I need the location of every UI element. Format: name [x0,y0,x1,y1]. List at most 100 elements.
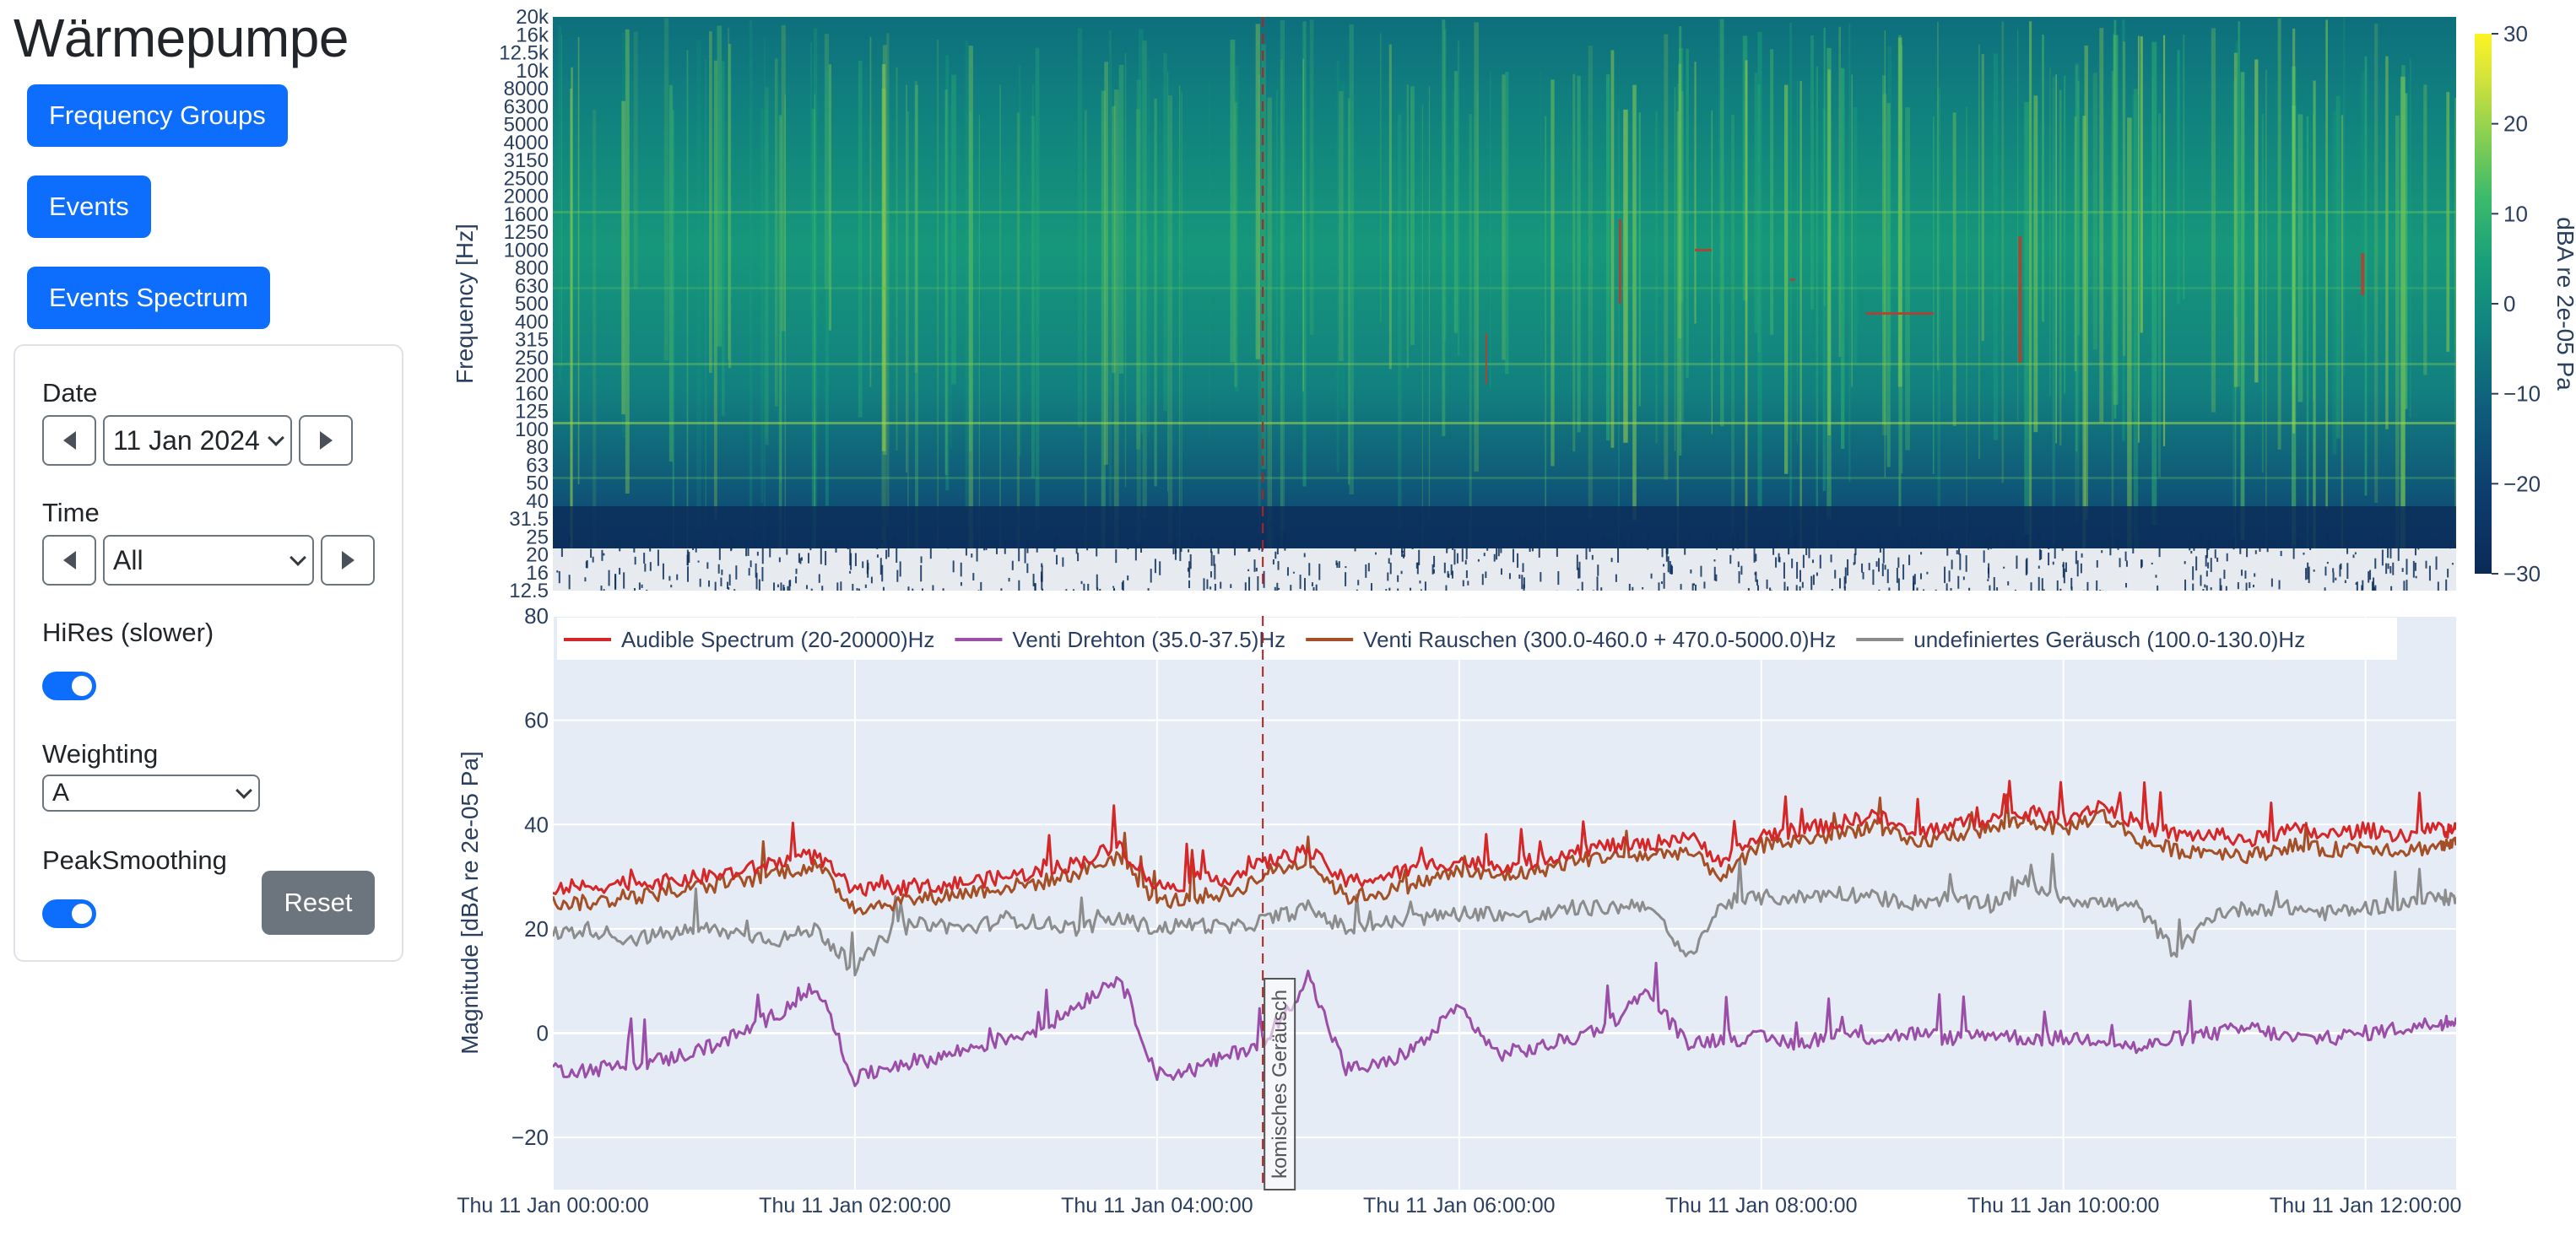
spectrogram-speck [1886,569,1889,584]
peak-smoothing-toggle[interactable] [42,899,96,928]
spectrogram-speck [921,588,923,591]
spectrogram-speck [586,559,588,569]
spectrogram-speck [1715,574,1718,582]
legend[interactable]: Audible Spectrum (20-20000)Hz Venti Dreht… [557,618,2397,660]
spectrogram-speck [1258,534,1260,551]
spectrogram-stripe [1124,53,1127,487]
spectrogram-speck [1834,570,1837,579]
spectrogram-chart[interactable]: 12.516202531.540506380100125160200250315… [422,0,2576,607]
date-label: Date [42,378,98,408]
spectrogram-speck [1647,532,1649,539]
spectrogram-speck [1816,572,1818,576]
spectrogram-speck [2070,577,2073,589]
colorbar [2475,34,2492,574]
spectrogram-speck [1190,533,1193,542]
spectrogram-speck [2445,579,2448,591]
spectrogram-tonal-band [553,287,2456,289]
events-spectrum-button[interactable]: Events Spectrum [27,267,271,329]
spectrogram-stripe [621,32,626,438]
spectrogram-speck [1753,547,1756,563]
spectrogram-stripe [2233,52,2238,387]
spectrogram-speck [1523,584,1525,591]
spectrogram-speck [1062,557,1064,567]
spectrogram-speck [2269,538,2271,543]
spectrogram-speck [1591,554,1594,560]
spectrogram-speck [1805,547,1808,556]
spectrogram-speck [1908,554,1911,565]
spectrogram-speck [1872,570,1875,586]
spectrogram-stripe [2385,56,2389,429]
spectrogram-stripe [881,64,886,451]
spectrogram-hot-spot [1789,278,1795,281]
time-next-button[interactable] [321,535,375,586]
spectrogram-speck [1113,588,1116,591]
date-next-button[interactable] [299,415,353,466]
spectrogram-speck [1096,587,1099,591]
spectrogram-stripe [2082,116,2086,590]
hires-toggle[interactable] [42,672,96,700]
spectrogram-speck [2225,586,2227,591]
reset-button[interactable]: Reset [262,871,375,935]
spectrogram-speck [1276,537,1279,555]
time-prev-button[interactable] [42,535,96,586]
line-y-tick-label: 0 [537,1021,549,1046]
line-x-tick-label: Thu 11 Jan 10:00:00 [1967,1194,2160,1217]
event-annotation[interactable]: komisches Geräusch [1264,978,1296,1190]
spectrogram-stripe [1887,46,1892,372]
legend-item-label[interactable]: undefiniertes Geräusch (100.0-130.0)Hz [1913,627,2305,652]
spectrogram-speck [1188,561,1191,578]
series-line-3[interactable] [553,852,2456,977]
spectrogram-speck [854,553,857,566]
spectrogram-speck [1462,580,1464,586]
legend-item-label[interactable]: Venti Rauschen (300.0-460.0 + 470.0-5000… [1363,627,1836,652]
spectrogram-speck [633,542,636,546]
spectrogram-speck [2406,580,2408,591]
spectrogram-speck [2414,544,2416,556]
spectrogram-speck [1854,547,1857,556]
legend-item-label[interactable]: Audible Spectrum (20-20000)Hz [621,627,934,652]
spectrogram-speck [560,545,563,558]
spectrogram-speck [1799,586,1801,591]
spectrogram-speck [1026,540,1029,553]
weighting-select[interactable]: A [42,775,260,812]
time-select[interactable]: All [103,535,314,586]
toggle-knob [72,676,92,696]
spectrogram-speck [1674,532,1676,542]
spectrogram-speck [1056,554,1058,565]
series-line-2[interactable] [553,793,2456,915]
spectrogram-speck [2254,550,2257,554]
series-line-0[interactable] [553,780,2456,897]
spectrogram-speck [2346,543,2349,554]
spectrogram-speck [1263,543,1265,547]
spectrogram-speck [608,570,610,586]
spectrogram-speck [2332,572,2335,583]
spectrogram-speck [2412,560,2415,578]
legend-item-label[interactable]: Venti Drehton (35.0-37.5)Hz [1012,627,1285,652]
frequency-groups-button[interactable]: Frequency Groups [27,84,288,147]
spectrogram-speck [727,581,729,589]
spectrogram-speck [1868,563,1870,570]
spectrogram-speck [1819,554,1821,569]
date-select[interactable]: 11 Jan 2024 [103,415,292,466]
spectrogram-speck [2204,584,2206,588]
date-select-value: 11 Jan 2024 [113,424,260,456]
series-line-1[interactable] [553,961,2456,1088]
spectrogram-stripe [1016,112,1020,559]
spectrogram-speck [821,586,824,591]
spectrogram-stripe [1101,90,1106,591]
spectrogram-stripe [858,61,863,418]
spectrogram-stripe [705,59,707,526]
spectrogram-speck [947,543,950,549]
hires-label: HiRes (slower) [42,618,214,647]
spectrogram-speck [1481,574,1484,586]
date-prev-button[interactable] [42,415,96,466]
legend-background [557,618,2397,660]
spectrogram-speck [782,585,785,591]
events-button[interactable]: Events [27,175,151,238]
spectrogram-speck [2266,542,2269,553]
spectrogram-speck [1709,532,1712,548]
spectrogram-speck [2075,550,2077,564]
spectrogram-speck [758,579,760,591]
spectrogram-stripe [1181,92,1182,515]
